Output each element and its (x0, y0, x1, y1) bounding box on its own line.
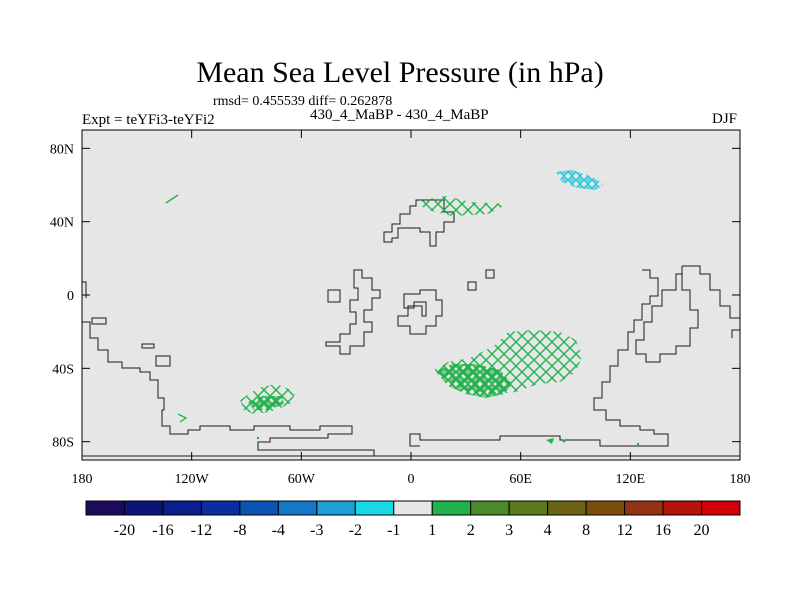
x-tick-label-0: 180 (72, 472, 93, 487)
x-tick-label-3: 0 (408, 472, 415, 487)
colorbar-label-10: 3 (505, 522, 513, 539)
hatch-mark-antarctic-1 (546, 438, 554, 444)
colorbar-label-12: 8 (582, 522, 590, 539)
x-tick-label-6: 180 (730, 472, 751, 487)
colorbar-box-16 (701, 500, 741, 516)
significance-hatching (165, 170, 640, 446)
colorbar-label-11: 4 (544, 522, 552, 539)
colorbar-box-5 (277, 500, 318, 516)
colorbar-box-6 (316, 500, 356, 516)
colorbar-box-11 (508, 500, 549, 516)
experiment-label: Expt = teYFi3-teYFi2 (82, 112, 215, 128)
y-tick-label-1: 40N (50, 216, 74, 231)
hatch-region-southern-indian-ocean-core (436, 364, 512, 398)
hatch-mark-south-pacific-small (177, 413, 188, 423)
colorbar-label-8: 1 (428, 522, 436, 539)
colorbar-label-13: 12 (617, 522, 633, 539)
y-tick-label-3: 40S (52, 362, 74, 377)
y-tick-label-0: 80N (50, 142, 74, 157)
colorbar-box-2 (162, 500, 202, 516)
colorbar-label-4: -4 (272, 522, 285, 539)
colorbar-label-2: -12 (191, 522, 212, 539)
hatch-region-north-atlantic-europe (414, 196, 508, 216)
colorbar-label-5: -3 (310, 522, 323, 539)
cases-label: 430_4_MaBP - 430_4_MaBP (310, 107, 489, 123)
colorbar-label-0: -20 (114, 522, 135, 539)
rmsd-diff-stats: rmsd= 0.455539 diff= 0.262878 (213, 94, 393, 109)
hatch-mark-antarctic-4 (256, 436, 260, 440)
colorbar-box-15 (662, 500, 703, 516)
x-tick-label-5: 120E (616, 472, 646, 487)
colorbar-label-15: 20 (694, 522, 710, 539)
chart-title: Mean Sea Level Pressure (in hPa) (196, 56, 604, 89)
hatch-mark-antarctic-3 (636, 442, 640, 446)
colorbar-label-9: 2 (467, 522, 475, 539)
x-tick-label-4: 60E (509, 472, 532, 487)
colorbar-label-1: -16 (152, 522, 173, 539)
colorbar-box-10 (470, 500, 510, 516)
colorbar-box-1 (123, 500, 164, 516)
colorbar-box-12 (547, 500, 587, 516)
colorbar-label-3: -8 (233, 522, 246, 539)
colorbar-box-7 (354, 500, 395, 516)
season-label: DJF (712, 111, 738, 127)
colorbar-box-13 (585, 500, 626, 516)
colorbar-label-7: -1 (387, 522, 400, 539)
colorbar-box-3 (200, 500, 241, 516)
map-axes: 180 120W 60W 0 60E 120E 180 80N 40N 0 40S 80S (50, 130, 751, 487)
colorbar-box-0 (85, 500, 125, 516)
hatch-region-south-pacific-core (248, 396, 284, 410)
colorbar-label-6: -2 (349, 522, 362, 539)
hatch-streak-north-pacific (165, 194, 179, 204)
colorbar-box-14 (624, 500, 664, 516)
y-tick-label-2: 0 (67, 289, 74, 304)
hatch-region-north-pacific-negative (556, 170, 604, 190)
colorbar-box-9 (431, 500, 472, 516)
hatch-mark-antarctic-2 (562, 439, 566, 443)
colorbar-label-14: 16 (655, 522, 671, 539)
colorbar-box-8 (393, 500, 433, 516)
x-tick-label-1: 120W (175, 472, 210, 487)
y-tick-label-4: 80S (52, 436, 74, 451)
x-tick-label-2: 60W (288, 472, 316, 487)
colorbar: -20 -16 -12 -8 -4 -3 -2 -1 1 2 3 4 8 12 16 20 (85, 500, 741, 539)
colorbar-box-4 (239, 500, 279, 516)
map-plot-area (81, 129, 741, 461)
